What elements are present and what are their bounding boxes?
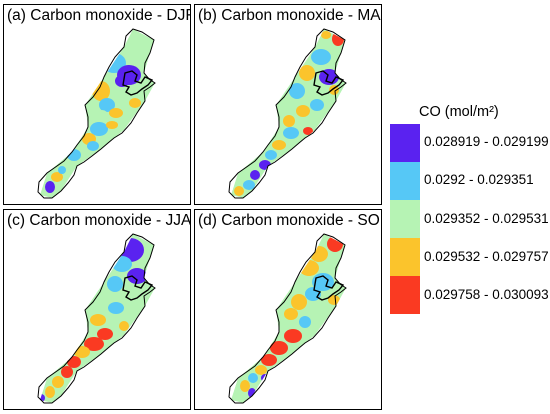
- legend-label-4: 0.029532 - 0.029757: [424, 249, 549, 264]
- legend-swatch-3: [390, 200, 420, 238]
- co-cell: [106, 121, 118, 129]
- legend-swatch-2: [390, 162, 420, 200]
- co-cell: [296, 105, 310, 117]
- co-cell: [115, 75, 129, 87]
- co-cell: [119, 321, 129, 331]
- legend-label-5: 0.029758 - 0.030093: [424, 287, 549, 302]
- co-cell: [234, 186, 244, 196]
- co-cell: [90, 314, 106, 326]
- map-panel-mam: (b) Carbon monoxide - MAM: [194, 4, 382, 205]
- panel-title: (c) Carbon monoxide - JJA: [7, 212, 191, 229]
- co-cell: [99, 98, 115, 112]
- panel-title: (d) Carbon monoxide - SON: [198, 212, 382, 229]
- co-cell: [289, 83, 305, 99]
- co-raster-mam: [231, 29, 346, 198]
- legend-swatch-4: [390, 238, 420, 276]
- co-cell: [283, 115, 295, 127]
- legend-swatch-5: [390, 276, 420, 314]
- co-cell: [90, 122, 108, 136]
- region-boundary: [37, 233, 156, 404]
- co-cell: [283, 127, 299, 139]
- co-cell: [45, 386, 55, 398]
- co-raster-son: [231, 234, 346, 403]
- co-cell: [107, 276, 123, 292]
- co-cell: [291, 294, 307, 310]
- co-cell: [255, 365, 267, 375]
- inner-boundary: [122, 70, 154, 96]
- map-panel-djf: (a) Carbon monoxide - DJF: [3, 4, 191, 205]
- co-cell: [58, 166, 66, 174]
- co-cell: [250, 170, 260, 180]
- inner-boundary: [313, 70, 345, 96]
- panel-title: (b) Carbon monoxide - MAM: [198, 7, 382, 24]
- inner-boundary: [122, 275, 154, 301]
- legend-swatch-1: [390, 124, 420, 162]
- co-cell: [261, 354, 277, 366]
- co-cell: [311, 49, 331, 65]
- co-cell: [40, 394, 45, 402]
- co-map-mam: [228, 28, 347, 199]
- legend-label-2: 0.0292 - 0.029351: [424, 172, 534, 187]
- co-cell: [284, 308, 298, 320]
- co-cell: [310, 99, 324, 111]
- co-map-djf: [37, 28, 156, 199]
- co-cell: [84, 337, 104, 351]
- co-cell: [51, 172, 63, 182]
- co-raster-djf: [40, 29, 155, 198]
- legend-title: CO (mol/m²): [419, 104, 499, 120]
- co-cell: [248, 373, 258, 383]
- co-cell: [321, 31, 331, 39]
- co-map-son: [228, 233, 347, 404]
- co-cell: [96, 288, 112, 304]
- co-cell: [243, 180, 255, 190]
- co-cell: [96, 110, 108, 120]
- panel-title: (a) Carbon monoxide - DJF: [7, 7, 191, 24]
- co-cell: [87, 141, 99, 151]
- map-panel-son: (d) Carbon monoxide - SON: [194, 209, 382, 410]
- co-cell: [127, 268, 147, 284]
- inner-boundary: [313, 275, 345, 301]
- co-cell: [270, 341, 288, 355]
- co-cell: [328, 295, 340, 305]
- co-cell: [52, 376, 64, 388]
- co-cell: [240, 380, 250, 392]
- co-cell: [97, 328, 113, 340]
- legend-label-3: 0.029352 - 0.029531: [424, 211, 549, 226]
- co-cell: [74, 346, 90, 358]
- co-cell: [112, 256, 132, 272]
- region-boundary: [37, 28, 156, 199]
- co-cell: [299, 65, 315, 81]
- co-raster-jja: [40, 234, 155, 403]
- co-cell: [265, 150, 277, 160]
- co-cell: [67, 356, 81, 368]
- co-cell: [129, 98, 141, 108]
- co-cell: [284, 329, 302, 343]
- co-cell: [303, 127, 313, 135]
- co-cell: [45, 181, 55, 193]
- co-map-jja: [37, 233, 156, 404]
- co-cell: [61, 366, 73, 378]
- region-boundary: [228, 28, 347, 199]
- co-cell: [108, 302, 124, 314]
- map-panel-jja: (c) Carbon monoxide - JJA: [3, 209, 191, 410]
- legend-label-1: 0.028919 - 0.029199: [424, 134, 549, 149]
- co-cell: [272, 140, 286, 150]
- co-cell: [299, 316, 311, 328]
- region-boundary: [228, 233, 347, 404]
- co-cell: [332, 32, 344, 46]
- co-cell: [109, 108, 123, 118]
